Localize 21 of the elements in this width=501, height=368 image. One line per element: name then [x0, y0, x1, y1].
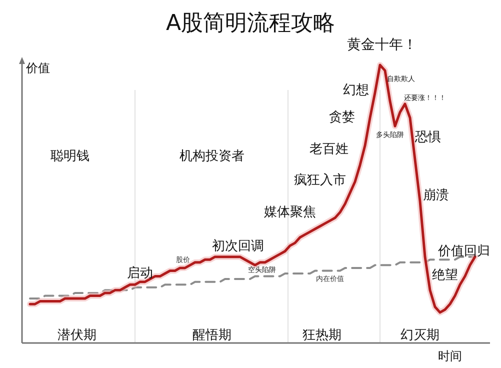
annotation: 聪明钱: [50, 149, 90, 164]
annotation: 疯狂入市: [294, 173, 346, 188]
annotation: 机构投资者: [180, 149, 244, 164]
annotation: 幻灭期: [400, 328, 440, 343]
annotation: 绝望: [432, 268, 458, 283]
annotation: 价值回归: [437, 244, 490, 259]
y-axis-title: 价值: [25, 61, 50, 75]
annotation: 媒体聚焦: [264, 205, 316, 220]
x-axis-title: 时间: [438, 349, 462, 363]
annotation: 启动: [127, 265, 153, 281]
annotation: 初次回调: [212, 239, 264, 254]
annotation: 崩溃: [423, 188, 449, 203]
annotation: 幻想: [343, 83, 369, 98]
text: 黄金十年！: [347, 37, 417, 53]
annotation: 潜伏期: [58, 328, 96, 343]
annotation: 老百姓: [310, 142, 348, 157]
annotation: 恐惧: [414, 130, 441, 145]
annotation: 狂热期: [302, 328, 342, 343]
annotation: 醒悟期: [192, 328, 232, 343]
chart-title: A股简明流程攻略: [166, 11, 336, 36]
annotation: 贪婪: [329, 110, 355, 125]
